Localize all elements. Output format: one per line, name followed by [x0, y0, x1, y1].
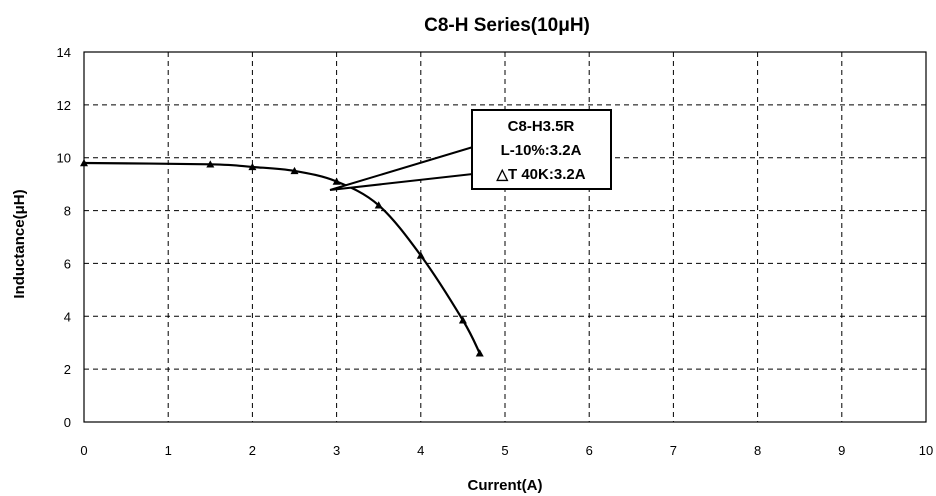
y-tick-labels: 0 2 4 6 8 10 12 14: [57, 45, 71, 430]
x-tick-label: 1: [165, 443, 172, 458]
y-axis-label: Inductance(μH): [11, 189, 28, 298]
x-tick-label: 7: [670, 443, 677, 458]
annotation-line-2: L-10%:3.2A: [501, 142, 582, 159]
series-group: [80, 159, 484, 357]
data-point: [416, 251, 425, 259]
annotation: C8-H3.5R L-10%:3.2A △T 40K:3.2A: [329, 109, 612, 191]
annotation-line-3: △T 40K:3.2A: [495, 166, 585, 183]
data-point: [206, 160, 215, 168]
x-tick-label: 3: [333, 443, 340, 458]
data-point: [374, 201, 383, 209]
y-tick-label: 4: [64, 309, 71, 324]
data-point: [290, 166, 299, 175]
x-tick-label: 10: [919, 443, 933, 458]
x-tick-label: 2: [249, 443, 256, 458]
annotation-box: [471, 109, 612, 190]
y-tick-label: 8: [64, 204, 71, 219]
x-axis-label: Current(A): [468, 477, 543, 494]
x-tick-label: 4: [417, 443, 424, 458]
plot-area-border: [83, 51, 927, 423]
x-tick-label: 5: [501, 443, 508, 458]
annotation-callout-pointer: [329, 145, 474, 191]
chart-title: C8-H Series(10μH): [424, 15, 590, 36]
data-point: [332, 177, 341, 185]
grid: [84, 52, 926, 422]
y-tick-label: 12: [57, 98, 71, 113]
x-tick-label: 8: [754, 443, 761, 458]
y-tick-label: 2: [64, 362, 71, 377]
x-tick-labels: 0 1 2 3 4 5 6 7 8 9 10: [80, 443, 933, 458]
data-point: [248, 162, 257, 171]
y-tick-label: 0: [64, 415, 71, 430]
data-point: [458, 316, 467, 324]
x-tick-label: 0: [80, 443, 87, 458]
y-tick-label: 6: [64, 256, 71, 271]
y-tick-label: 14: [57, 45, 71, 60]
y-tick-label: 10: [57, 151, 71, 166]
annotation-line-1: C8-H3.5R: [508, 118, 575, 135]
x-tick-label: 6: [586, 443, 593, 458]
data-point: [475, 349, 484, 357]
data-point: [80, 159, 88, 167]
x-tick-label: 9: [838, 443, 845, 458]
